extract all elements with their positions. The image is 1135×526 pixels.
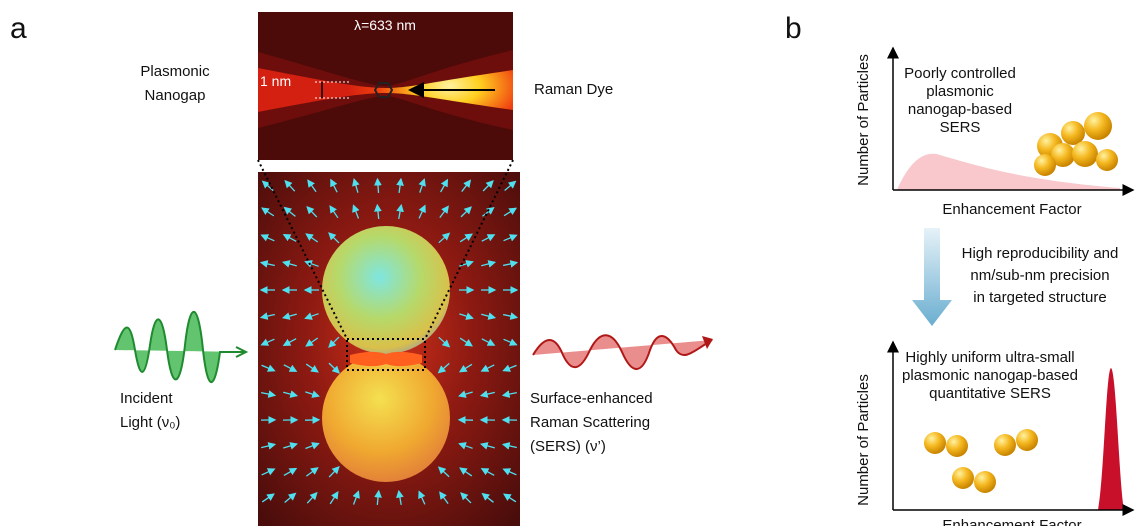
dye-label: Raman Dye (534, 81, 613, 98)
incident-label: Light (ν₀) (120, 414, 180, 431)
caption: SERS (940, 119, 981, 136)
x-axis-label: Enhancement Factor (942, 517, 1081, 526)
panel-label: a (10, 12, 27, 45)
nanogap-label: Nanogap (145, 87, 206, 104)
transition-text: High reproducibility and (962, 245, 1119, 262)
caption: nanogap-based (908, 101, 1012, 118)
scattered-wave (533, 335, 712, 369)
caption: quantitative SERS (929, 385, 1051, 402)
nanogap-label: Plasmonic (140, 63, 210, 80)
wavelength: λ=633 nm (354, 17, 416, 33)
figure: a λ=633 nm 1 nm Plasmonic Nanogap Raman … (0, 0, 1135, 526)
caption: plasmonic (926, 83, 994, 100)
transition-text: nm/sub-nm precision (970, 267, 1109, 284)
caption: plasmonic nanogap-based (902, 367, 1078, 384)
caption: Poorly controlled (904, 65, 1016, 82)
transition-text: in targeted structure (973, 289, 1106, 306)
gap-size: 1 nm (260, 73, 291, 89)
transition-arrow (912, 228, 952, 326)
scattering-label: Surface-enhanced (530, 390, 653, 407)
incident-wave (115, 312, 245, 382)
x-axis-label: Enhancement Factor (942, 201, 1081, 218)
scattering-label: (SERS) (ν’) (530, 438, 606, 455)
y-axis-label: Number of Particles (855, 54, 872, 186)
incident-label: Incident (120, 390, 173, 407)
inset (258, 12, 513, 160)
y-axis-label: Number of Particles (855, 374, 872, 506)
scattering-label: Raman Scattering (530, 414, 650, 431)
caption: Highly uniform ultra-small (905, 349, 1074, 366)
panel-label: b (785, 12, 802, 45)
